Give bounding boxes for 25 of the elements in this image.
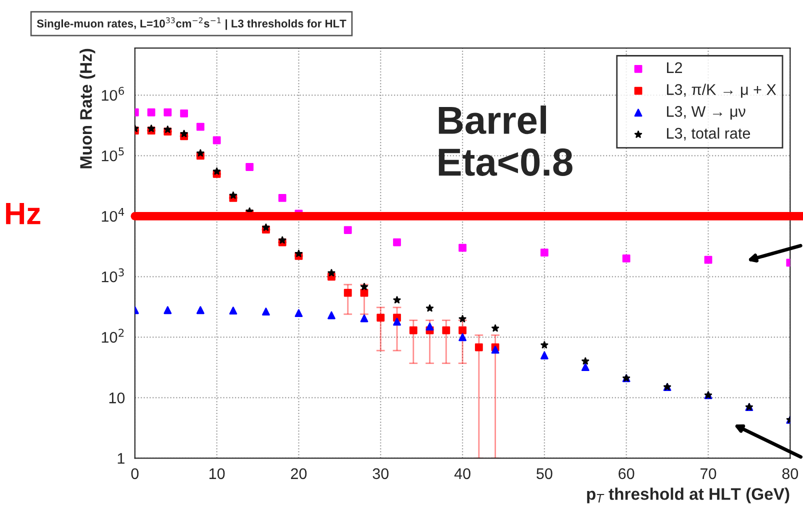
x-axis-title: p$_{T}$ threshold at HLT (GeV) <box>587 488 790 504</box>
x-tick-label: 0 <box>131 468 139 480</box>
x-tick-label: 40 <box>454 468 470 480</box>
y-tick-label: 1 <box>118 453 124 464</box>
legend-label: L3, total rate <box>667 128 750 141</box>
y-tick-label: 10$^{6}$ <box>102 86 124 101</box>
x-tick-label: 20 <box>290 468 307 480</box>
legend-label: L3, W → μν <box>667 106 746 120</box>
y-axis-title: Muon Rate (Hz) <box>80 48 96 168</box>
x-tick-label: 70 <box>700 468 716 480</box>
ref-line-label: Hz <box>6 203 40 224</box>
x-tick-label: 10 <box>209 468 225 480</box>
chart-title: Single-muon rates, L=10$^{33}$cm$^{−2}$s$^{−1}$ | L3 thresholds for HLT <box>36 17 346 30</box>
legend-label: L3, π/K → μ + X <box>667 84 776 98</box>
y-tick-label: 10$^{2}$ <box>102 328 124 343</box>
x-tick-label: 80 <box>782 468 798 480</box>
x-tick-label: 30 <box>372 468 389 480</box>
y-tick-label: 10 <box>109 392 125 404</box>
x-tick-label: 60 <box>618 468 634 480</box>
y-tick-label: 10$^{5}$ <box>102 147 124 162</box>
x-tick-label: 50 <box>536 468 552 480</box>
legend-label: L2 <box>667 62 682 73</box>
y-tick-label: 10$^{3}$ <box>102 268 124 282</box>
annotation: Barrel Eta<0.8 <box>438 106 572 176</box>
y-tick-label: 10$^{4}$ <box>102 208 124 222</box>
